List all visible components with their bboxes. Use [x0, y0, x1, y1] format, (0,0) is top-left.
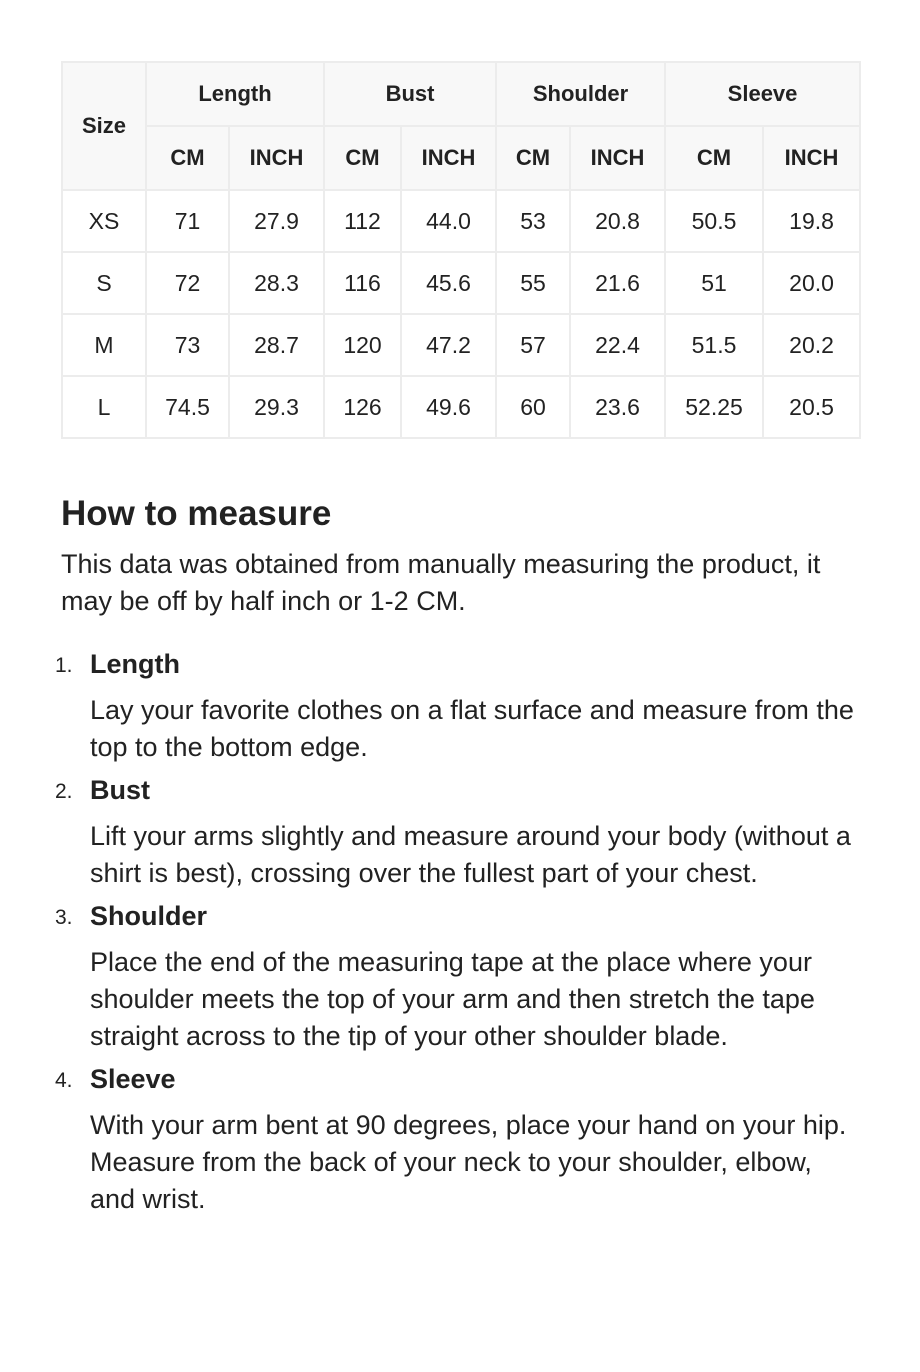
measure-steps-list: 1. Length Lay your favorite clothes on a f…: [55, 648, 861, 1218]
step-title: Length: [90, 649, 180, 679]
table-cell: 52.25: [664, 375, 765, 439]
step-title: Bust: [90, 775, 150, 805]
unit-header: CM: [323, 125, 403, 191]
table-cell: 28.7: [227, 313, 326, 377]
table-cell: 53: [495, 189, 572, 253]
list-item: 3. Shoulder Place the end of the measuring…: [55, 900, 861, 1055]
unit-header: INCH: [400, 125, 498, 191]
table-row: S 72 28.3 116 45.6 55 21.6 51 20.0: [61, 251, 862, 315]
group-header-length: Length: [144, 61, 326, 127]
table-cell: 112: [323, 189, 403, 253]
table-cell: 44.0: [400, 189, 498, 253]
table-cell: 71: [145, 189, 230, 253]
list-item: 4. Sleeve With your arm bent at 90 degrees…: [55, 1063, 861, 1218]
step-number: 3.: [55, 906, 73, 929]
step-description: Lift your arms slightly and measure arou…: [90, 821, 851, 888]
unit-header: CM: [495, 125, 572, 191]
size-cell: S: [61, 251, 147, 315]
step-description: Place the end of the measuring tape at t…: [90, 947, 815, 1051]
table-cell: 120: [323, 313, 403, 377]
table-row: M 73 28.7 120 47.2 57 22.4 51.5 20.2: [61, 313, 862, 377]
table-cell: 49.6: [400, 375, 498, 439]
size-cell: XS: [61, 189, 147, 253]
step-number: 4.: [55, 1069, 73, 1092]
table-cell: 74.5: [145, 375, 230, 439]
size-cell: L: [61, 375, 147, 439]
table-cell: 20.5: [762, 375, 862, 439]
table-cell: 51.5: [664, 313, 765, 377]
step-number: 2.: [55, 780, 73, 803]
table-cell: 57: [495, 313, 572, 377]
table-cell: 55: [495, 251, 572, 315]
size-header: Size: [61, 61, 147, 191]
unit-header: INCH: [569, 125, 667, 191]
size-cell: M: [61, 313, 147, 377]
step-description: Lay your favorite clothes on a flat surf…: [90, 695, 854, 762]
table-cell: 20.0: [762, 251, 862, 315]
table-cell: 45.6: [400, 251, 498, 315]
size-chart-table: Size Length Bust Shoulder Sleeve CM INCH C…: [61, 61, 862, 439]
table-cell: 51: [664, 251, 765, 315]
list-item: 1. Length Lay your favorite clothes on a f…: [55, 648, 861, 766]
list-item: 2. Bust Lift your arms slightly and measur…: [55, 774, 861, 892]
table-cell: 27.9: [227, 189, 326, 253]
group-header-bust: Bust: [323, 61, 498, 127]
table-cell: 50.5: [664, 189, 765, 253]
unit-header: INCH: [227, 125, 326, 191]
table-cell: 23.6: [569, 375, 667, 439]
group-header-shoulder: Shoulder: [495, 61, 667, 127]
unit-header: CM: [145, 125, 230, 191]
table-cell: 20.2: [762, 313, 862, 377]
group-header-sleeve: Sleeve: [664, 61, 862, 127]
step-title: Shoulder: [90, 901, 208, 931]
unit-header: CM: [664, 125, 765, 191]
table-row: L 74.5 29.3 126 49.6 60 23.6 52.25 20.5: [61, 375, 862, 439]
intro-text: This data was obtained from manually mea…: [61, 549, 821, 616]
table-cell: 28.3: [227, 251, 326, 315]
table-cell: 21.6: [569, 251, 667, 315]
table-cell: 29.3: [227, 375, 326, 439]
table-row: XS 71 27.9 112 44.0 53 20.8 50.5 19.8: [61, 189, 862, 253]
table-cell: 47.2: [400, 313, 498, 377]
table-cell: 60: [495, 375, 572, 439]
how-to-measure-section: How to measure This data was obtained fr…: [55, 490, 861, 1226]
unit-header: INCH: [762, 125, 862, 191]
table-cell: 116: [323, 251, 403, 315]
section-title: How to measure: [61, 494, 332, 533]
table-cell: 20.8: [569, 189, 667, 253]
step-title: Sleeve: [90, 1064, 176, 1094]
step-description: With your arm bent at 90 degrees, place …: [90, 1110, 847, 1214]
table-cell: 73: [145, 313, 230, 377]
table-cell: 126: [323, 375, 403, 439]
table-cell: 72: [145, 251, 230, 315]
table-cell: 19.8: [762, 189, 862, 253]
table-cell: 22.4: [569, 313, 667, 377]
step-number: 1.: [55, 654, 73, 677]
